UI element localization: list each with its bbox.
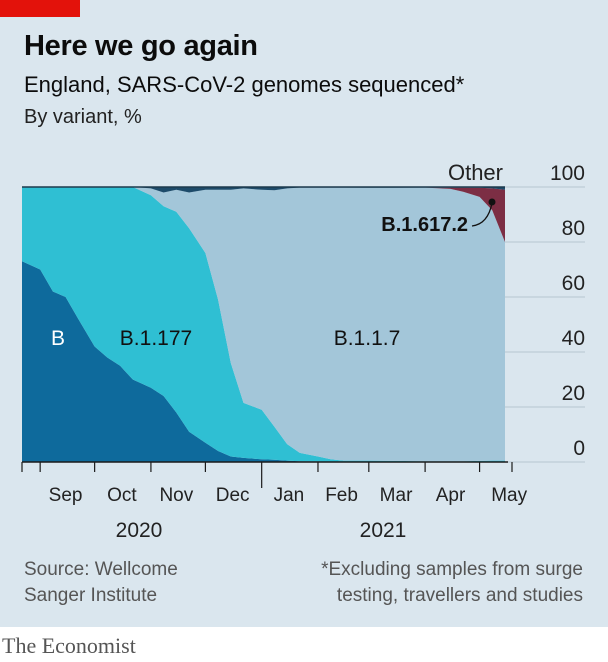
x-tick-label-dec: Dec: [216, 485, 250, 506]
x-tick-label-sep: Sep: [49, 485, 83, 506]
chart-unit-label: By variant, %: [24, 106, 142, 128]
series-label-b-1-177: B.1.177: [120, 327, 192, 350]
year-label-2021: 2021: [360, 519, 407, 542]
year-label-2020: 2020: [116, 519, 163, 542]
series-label-b: B: [51, 327, 65, 350]
y-tick-label-80: 80: [562, 217, 585, 240]
annotation-leader-line: [471, 202, 493, 227]
area-series-b: [22, 261, 505, 462]
area-series-b-1-1-7: [22, 187, 505, 462]
chart-subtitle: England, SARS-CoV-2 genomes sequenced*: [24, 72, 465, 97]
brand-logo-text: The Economist: [2, 633, 136, 658]
x-tick-label-oct: Oct: [107, 485, 137, 506]
y-tick-label-40: 40: [562, 327, 585, 350]
x-tick-label-jan: Jan: [274, 485, 305, 506]
y-tick-label-60: 60: [562, 272, 585, 295]
source-note: Source: Wellcome Sanger Institute: [24, 557, 178, 609]
footnote-line-2: testing, travellers and studies: [336, 585, 583, 606]
x-tick-label-feb: Feb: [325, 485, 358, 506]
x-tick-label-mar: Mar: [380, 485, 413, 506]
source-line-2: Sanger Institute: [24, 585, 158, 606]
y-tick-label-0: 0: [573, 437, 585, 460]
footnote-line-1: *Excluding samples from surge: [321, 559, 583, 580]
y-tick-label-20: 20: [562, 382, 585, 405]
brand-red-tag: [0, 0, 80, 17]
source-line-1: Source: Wellcome: [24, 559, 178, 580]
footnote: *Excluding samples from surge testing, t…: [321, 557, 583, 609]
chart-title: Here we go again: [24, 30, 258, 62]
area-layer: [22, 186, 505, 462]
series-label-other: Other: [448, 160, 503, 185]
x-tick-label-nov: Nov: [159, 485, 193, 506]
stacked-area-chart: 0 20 40 60 80 100 Sep Oct Nov Dec Jan Feb Mar Apr May…: [21, 160, 585, 542]
area-series-other: [22, 187, 505, 193]
annotation-leader-dot: [488, 198, 496, 206]
series-label-b-1-617-2: B.1.617.2: [381, 214, 468, 236]
label-layer: B B.1.177 B.1.1.7 B.1.617.2 Other: [51, 160, 503, 350]
series-label-b-1-1-7: B.1.1.7: [334, 327, 401, 350]
x-tick-label-apr: Apr: [436, 485, 466, 506]
axis-layer: Sep Oct Nov Dec Jan Feb Mar Apr May 2020 2021: [21, 461, 528, 542]
y-tick-label-100: 100: [550, 162, 585, 185]
x-tick-label-may: May: [491, 485, 527, 506]
area-series-b-1-177: [22, 187, 505, 462]
